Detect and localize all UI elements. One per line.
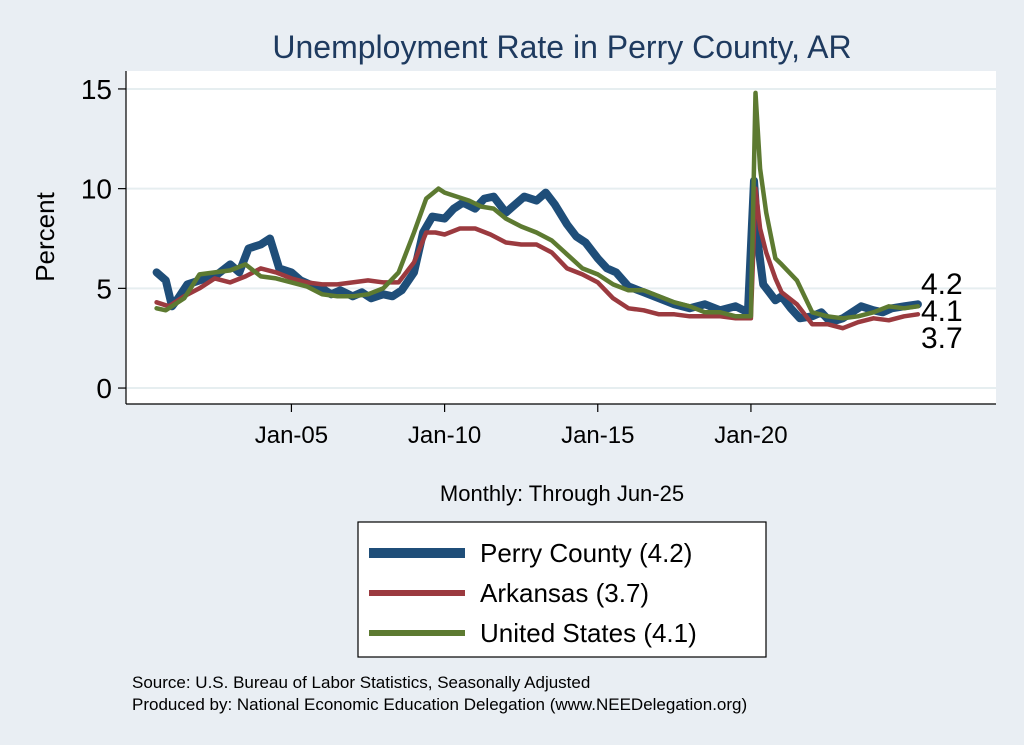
ytick-label-0: 0 xyxy=(96,373,112,404)
source-line-2: Produced by: National Economic Education… xyxy=(132,695,747,714)
source-line-1: Source: U.S. Bureau of Labor Statistics,… xyxy=(132,673,590,692)
series-line-perry xyxy=(152,176,922,327)
x-ticks: Jan-05 Jan-10 Jan-15 Jan-20 xyxy=(255,404,788,449)
legend-label-perry: Perry County (4.2) xyxy=(480,538,692,568)
legend-label-us: United States (4.1) xyxy=(480,618,697,648)
ytick-label-15: 15 xyxy=(81,74,112,105)
ytick-label-5: 5 xyxy=(96,273,112,304)
plot-area xyxy=(126,71,996,404)
series-line-arkansas xyxy=(154,186,921,331)
xtick-label-0: Jan-05 xyxy=(255,422,328,449)
xtick-label-2: Jan-15 xyxy=(561,422,634,449)
y-ticks: 0 5 10 15 xyxy=(81,74,126,404)
ytick-label-10: 10 xyxy=(81,174,112,205)
series-lines xyxy=(152,90,922,331)
xtick-label-1: Jan-10 xyxy=(408,422,481,449)
end-label-arkansas: 3.7 xyxy=(921,322,963,355)
series-line-us xyxy=(154,90,921,321)
xtick-label-3: Jan-20 xyxy=(714,422,787,449)
legend-label-arkansas: Arkansas (3.7) xyxy=(480,578,649,608)
end-label-perry: 4.2 xyxy=(921,268,963,301)
legend: Perry County (4.2) Arkansas (3.7) United… xyxy=(357,521,767,658)
y-axis-label: Percent xyxy=(30,191,60,281)
grid-lines xyxy=(126,87,996,390)
end-label-us: 4.1 xyxy=(921,295,963,328)
x-axis-label: Monthly: Through Jun-25 xyxy=(440,481,684,506)
chart-title: Unemployment Rate in Perry County, AR xyxy=(272,29,851,65)
